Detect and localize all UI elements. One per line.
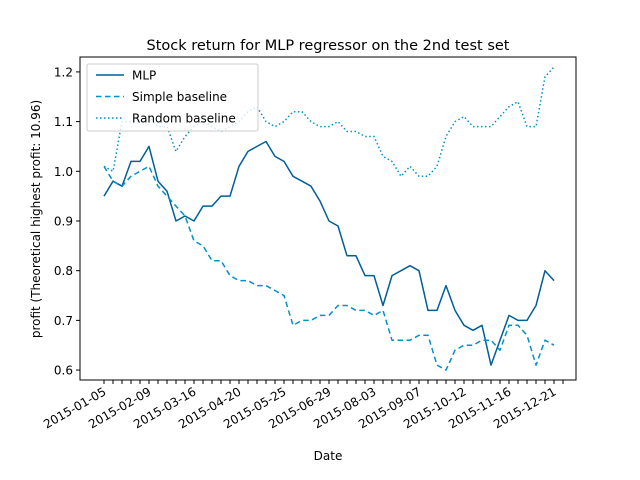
x-axis-label: Date (314, 449, 343, 463)
y-tick-label: 1.1 (54, 115, 73, 129)
y-tick-label: 1.2 (54, 65, 73, 79)
y-axis-label: profit (Theoretical highest profit: 10.9… (29, 100, 43, 338)
y-axis: 0.6 0.7 0.8 0.9 1.0 1.1 1.2 (54, 65, 80, 378)
series-line-random-baseline (103, 66, 555, 178)
y-tick-label: 0.9 (54, 214, 73, 228)
y-tick-label: 0.7 (54, 314, 73, 328)
legend-frame (86, 63, 259, 132)
y-tick-label: 0.8 (54, 264, 73, 278)
legend: MLP Simple baseline Random baseline (86, 63, 259, 132)
y-tick-label: 1.0 (54, 165, 73, 179)
chart-title: Stock return for MLP regressor on the 2n… (147, 38, 510, 54)
series-line-mlp (103, 140, 555, 366)
y-tick-label: 0.6 (54, 364, 73, 378)
x-axis: 2015-01-052015-02-092015-03-162015-04-20… (41, 380, 564, 431)
legend-label: MLP (132, 69, 156, 83)
legend-label: Random baseline (132, 112, 236, 126)
series-line-simple-baseline (103, 165, 555, 371)
legend-label: Simple baseline (132, 90, 227, 104)
series-layer (103, 66, 555, 371)
plot-area-frame (79, 56, 577, 381)
